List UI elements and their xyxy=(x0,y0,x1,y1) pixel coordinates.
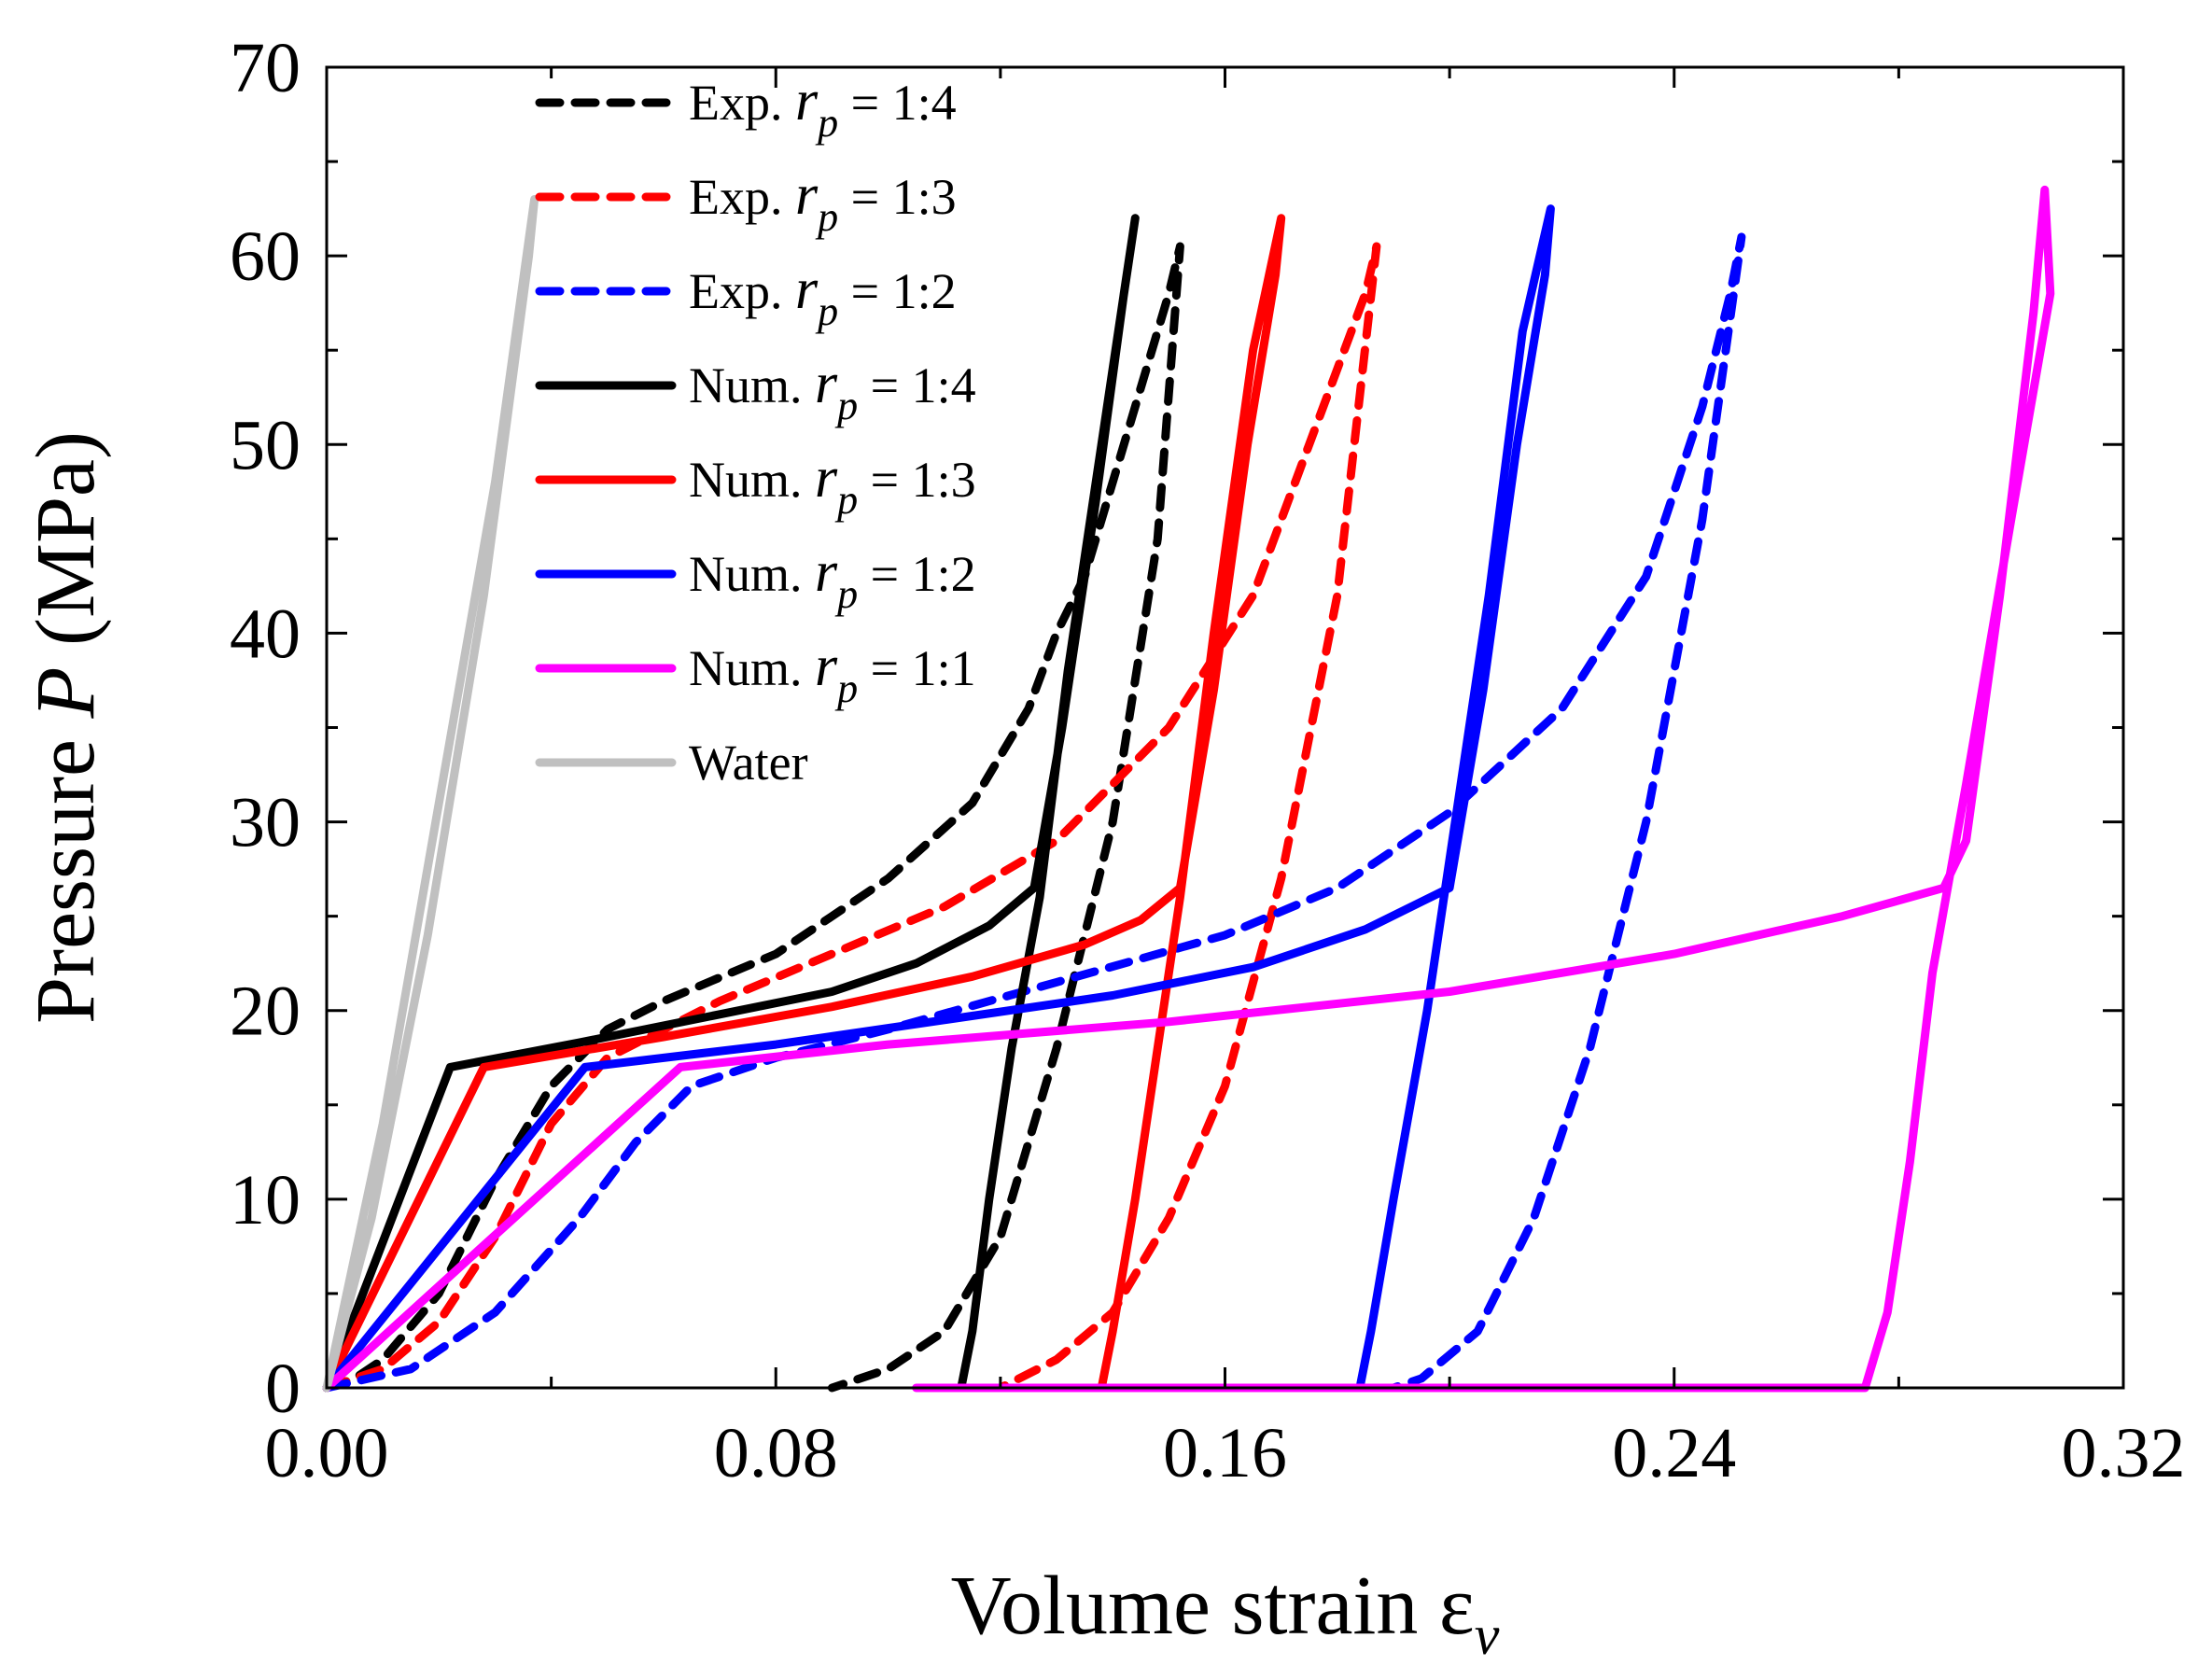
y-axis-title-prefix: Pressure xyxy=(20,719,112,1024)
x-tick-label-3: 0.16 xyxy=(1163,1414,1287,1492)
series-line-8 xyxy=(322,195,539,1393)
y-axis-title-variable: P xyxy=(20,667,112,720)
y-tick-label-7: 60 xyxy=(230,217,301,296)
y-tick-label-1: 0 xyxy=(265,1350,301,1428)
series-line-7 xyxy=(322,185,2055,1393)
legend-label-5: Num. rp = 1:3 xyxy=(689,446,976,523)
x-tick-label-5: 0.32 xyxy=(2062,1414,2186,1492)
plot-content xyxy=(322,185,2055,1393)
series-line-4 xyxy=(322,214,1140,1393)
legend-label-2: Exp. rp = 1:3 xyxy=(689,163,957,240)
x-axis-title: Volume strain εv xyxy=(951,1560,1500,1666)
y-axis-title: Pressure P (MPa) xyxy=(20,431,112,1024)
y-tick-label-6: 50 xyxy=(230,406,301,484)
legend-label-3: Exp. rp = 1:2 xyxy=(689,258,957,334)
y-tick-label-4: 30 xyxy=(230,784,301,862)
legend-label-7: Num. rp = 1:1 xyxy=(689,635,976,711)
tick-labels: 0.00 0.08 0.16 0.24 0.32 0 10 20 30 40 50 60 70 xyxy=(230,29,2186,1492)
x-tick-label-2: 0.08 xyxy=(714,1414,838,1492)
legend-label-6: Num. rp = 1:2 xyxy=(689,540,976,617)
y-tick-label-3: 20 xyxy=(230,973,301,1051)
x-tick-label-4: 0.24 xyxy=(1612,1414,1736,1492)
y-tick-label-5: 40 xyxy=(230,595,301,673)
ticks xyxy=(325,65,2125,1390)
x-axis-title-main: Volume strain ε xyxy=(951,1560,1475,1652)
legend-label-4: Num. rp = 1:4 xyxy=(689,352,976,428)
series-line-6 xyxy=(322,204,1555,1393)
series-line-3 xyxy=(322,232,1746,1393)
series-line-1 xyxy=(322,242,1184,1393)
legend-label-8: Water xyxy=(689,735,808,791)
y-tick-label-8: 70 xyxy=(230,29,301,107)
series-line-5 xyxy=(322,214,1286,1393)
x-tick-label-1: 0.00 xyxy=(265,1414,389,1492)
legend-label-1: Exp. rp = 1:4 xyxy=(689,69,957,146)
legend: Exp. rp = 1:4 Exp. rp = 1:3 Exp. rp = 1:2 N… xyxy=(535,69,976,791)
y-axis-title-unit: (MPa) xyxy=(20,431,112,666)
x-axis-title-subscript: v xyxy=(1475,1604,1500,1666)
y-tick-label-2: 10 xyxy=(230,1161,301,1239)
